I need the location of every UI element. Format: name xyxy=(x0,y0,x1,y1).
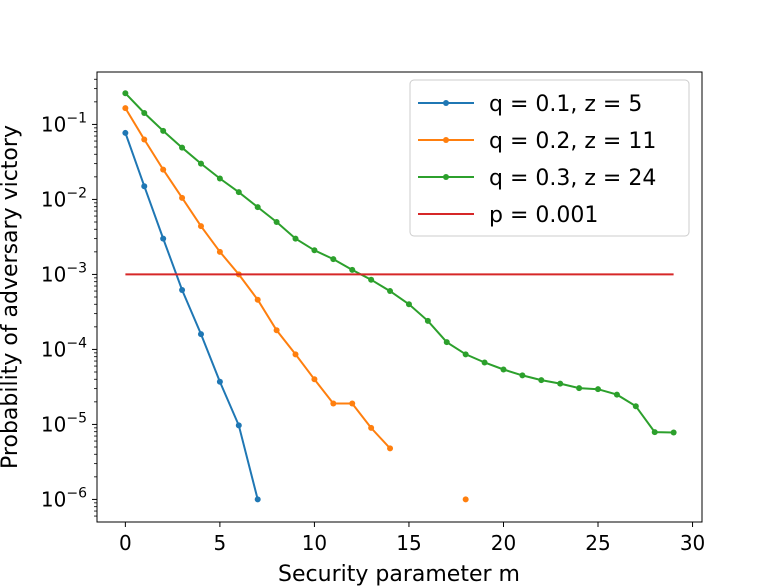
data-point xyxy=(273,219,280,225)
data-point xyxy=(481,359,488,366)
data-point xyxy=(179,286,186,293)
legend-label: p = 0.001 xyxy=(489,203,598,228)
x-axis-label: Security parameter m xyxy=(278,562,520,587)
y-tick-label: 10−6 xyxy=(41,485,87,511)
data-point xyxy=(122,90,129,97)
data-point xyxy=(235,189,242,196)
data-point xyxy=(330,256,337,263)
data-point xyxy=(368,424,375,431)
data-point xyxy=(254,204,261,211)
data-point xyxy=(141,110,148,117)
data-point xyxy=(349,266,356,273)
data-point xyxy=(595,386,602,393)
data-point xyxy=(632,403,639,410)
data-point xyxy=(311,376,318,383)
data-point xyxy=(387,288,394,295)
data-point xyxy=(141,136,148,143)
data-point xyxy=(216,248,223,255)
legend-swatch-marker xyxy=(443,174,449,180)
x-tick-label: 30 xyxy=(680,531,705,555)
y-tick-label: 10−5 xyxy=(41,410,87,436)
x-tick-label: 15 xyxy=(396,531,421,555)
y-tick-label: 10−4 xyxy=(41,335,87,361)
data-point xyxy=(405,301,412,308)
data-point xyxy=(311,247,318,254)
y-tick-label: 10−3 xyxy=(41,260,87,286)
y-axis-ticks: 10−6 10−5 10−4 10−3 10−2 10−1 xyxy=(41,78,97,517)
series-line xyxy=(124,132,259,500)
data-point xyxy=(216,175,223,182)
legend: q = 0.1, z = 5 q = 0.2, z = 11 q = 0.3, z … xyxy=(409,79,690,237)
data-point xyxy=(613,391,620,398)
data-point xyxy=(443,339,450,346)
x-tick-label: 20 xyxy=(491,531,516,555)
data-point xyxy=(462,496,469,503)
data-point xyxy=(462,351,469,358)
data-point xyxy=(273,327,280,334)
data-point xyxy=(330,400,337,407)
x-tick-label: 10 xyxy=(302,531,327,555)
data-point xyxy=(292,235,299,242)
data-point xyxy=(576,385,583,392)
y-tick-label: 10−1 xyxy=(41,110,87,136)
data-point xyxy=(197,160,204,167)
data-point xyxy=(160,235,167,242)
legend-swatch-marker xyxy=(443,137,449,143)
data-point xyxy=(368,276,375,283)
data-point xyxy=(651,429,658,436)
data-point xyxy=(122,105,129,112)
data-point xyxy=(197,331,204,338)
y-tick-label: 10−2 xyxy=(41,185,87,211)
data-point xyxy=(197,223,204,230)
legend-box xyxy=(409,79,690,237)
data-point xyxy=(216,378,223,385)
data-point xyxy=(141,183,148,190)
data-point xyxy=(254,296,261,303)
data-point xyxy=(519,372,526,379)
data-point xyxy=(387,445,394,452)
data-point xyxy=(160,127,167,134)
series-line xyxy=(124,92,674,434)
data-point xyxy=(538,377,545,384)
y-axis-label: Probability of adversary victory xyxy=(0,125,23,469)
data-point xyxy=(424,317,431,324)
data-point xyxy=(557,380,564,387)
data-point xyxy=(349,400,356,407)
x-axis-ticks: 0 5 10 15 20 25 30 xyxy=(119,522,705,555)
data-point xyxy=(179,194,186,201)
data-point xyxy=(235,422,242,429)
x-tick-label: 5 xyxy=(214,531,227,555)
x-tick-label: 0 xyxy=(119,531,132,555)
series-layer xyxy=(122,90,677,503)
legend-label: q = 0.3, z = 24 xyxy=(489,166,656,191)
series-line xyxy=(124,107,391,449)
data-point xyxy=(254,496,261,503)
x-tick-label: 25 xyxy=(585,531,610,555)
data-point xyxy=(670,429,677,436)
data-point xyxy=(292,351,299,358)
data-point xyxy=(122,129,129,136)
data-point xyxy=(500,366,507,373)
data-point xyxy=(160,166,167,173)
legend-label: q = 0.1, z = 5 xyxy=(489,92,642,117)
legend-label: q = 0.2, z = 11 xyxy=(489,129,656,154)
data-point xyxy=(179,144,186,151)
legend-swatch-marker xyxy=(443,100,449,106)
